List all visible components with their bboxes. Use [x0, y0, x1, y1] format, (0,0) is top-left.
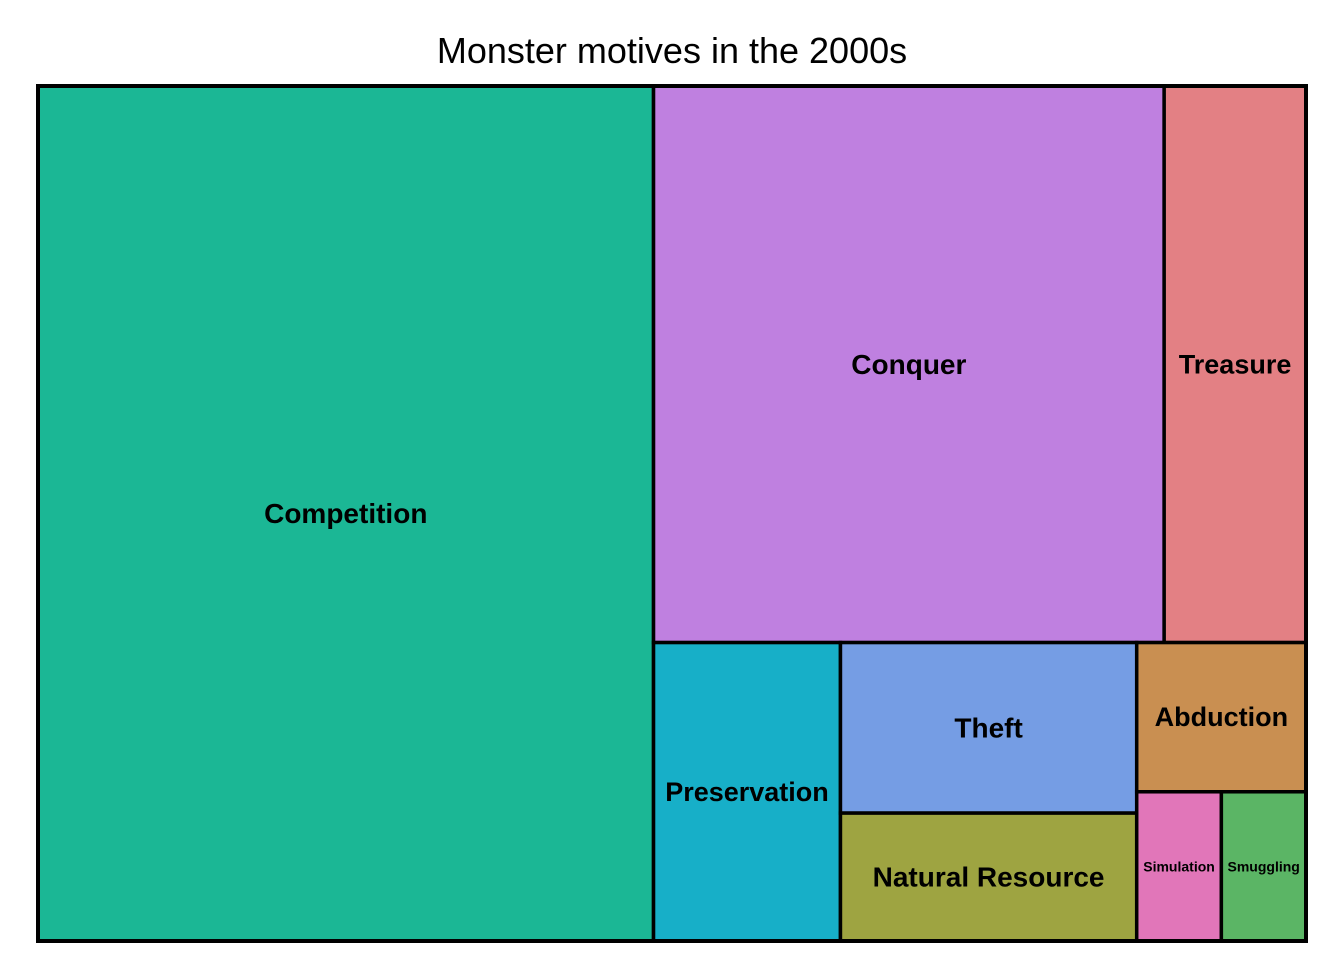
- treemap-tile-simulation: [1134, 790, 1224, 943]
- treemap-label-conquer: Conquer: [851, 349, 966, 380]
- treemap-tile-competition: [36, 84, 656, 943]
- treemap-label-simulation: Simulation: [1143, 858, 1215, 874]
- treemap-label-preservation: Preservation: [665, 777, 829, 807]
- treemap-label-natural-resource: Natural Resource: [873, 862, 1105, 893]
- chart-title: Monster motives in the 2000s: [436, 30, 908, 71]
- treemap-label-competition: Competition: [264, 498, 427, 529]
- treemap-label-treasure: Treasure: [1179, 349, 1292, 379]
- treemap-tile-smuggling: [1219, 790, 1308, 943]
- treemap-frame: [36, 84, 1308, 943]
- treemap-tile-treasure: [1162, 84, 1308, 645]
- treemap-label-smuggling: Smuggling: [1228, 858, 1300, 874]
- treemap-label-theft: Theft: [954, 712, 1022, 743]
- treemap-label-abduction: Abduction: [1155, 702, 1288, 732]
